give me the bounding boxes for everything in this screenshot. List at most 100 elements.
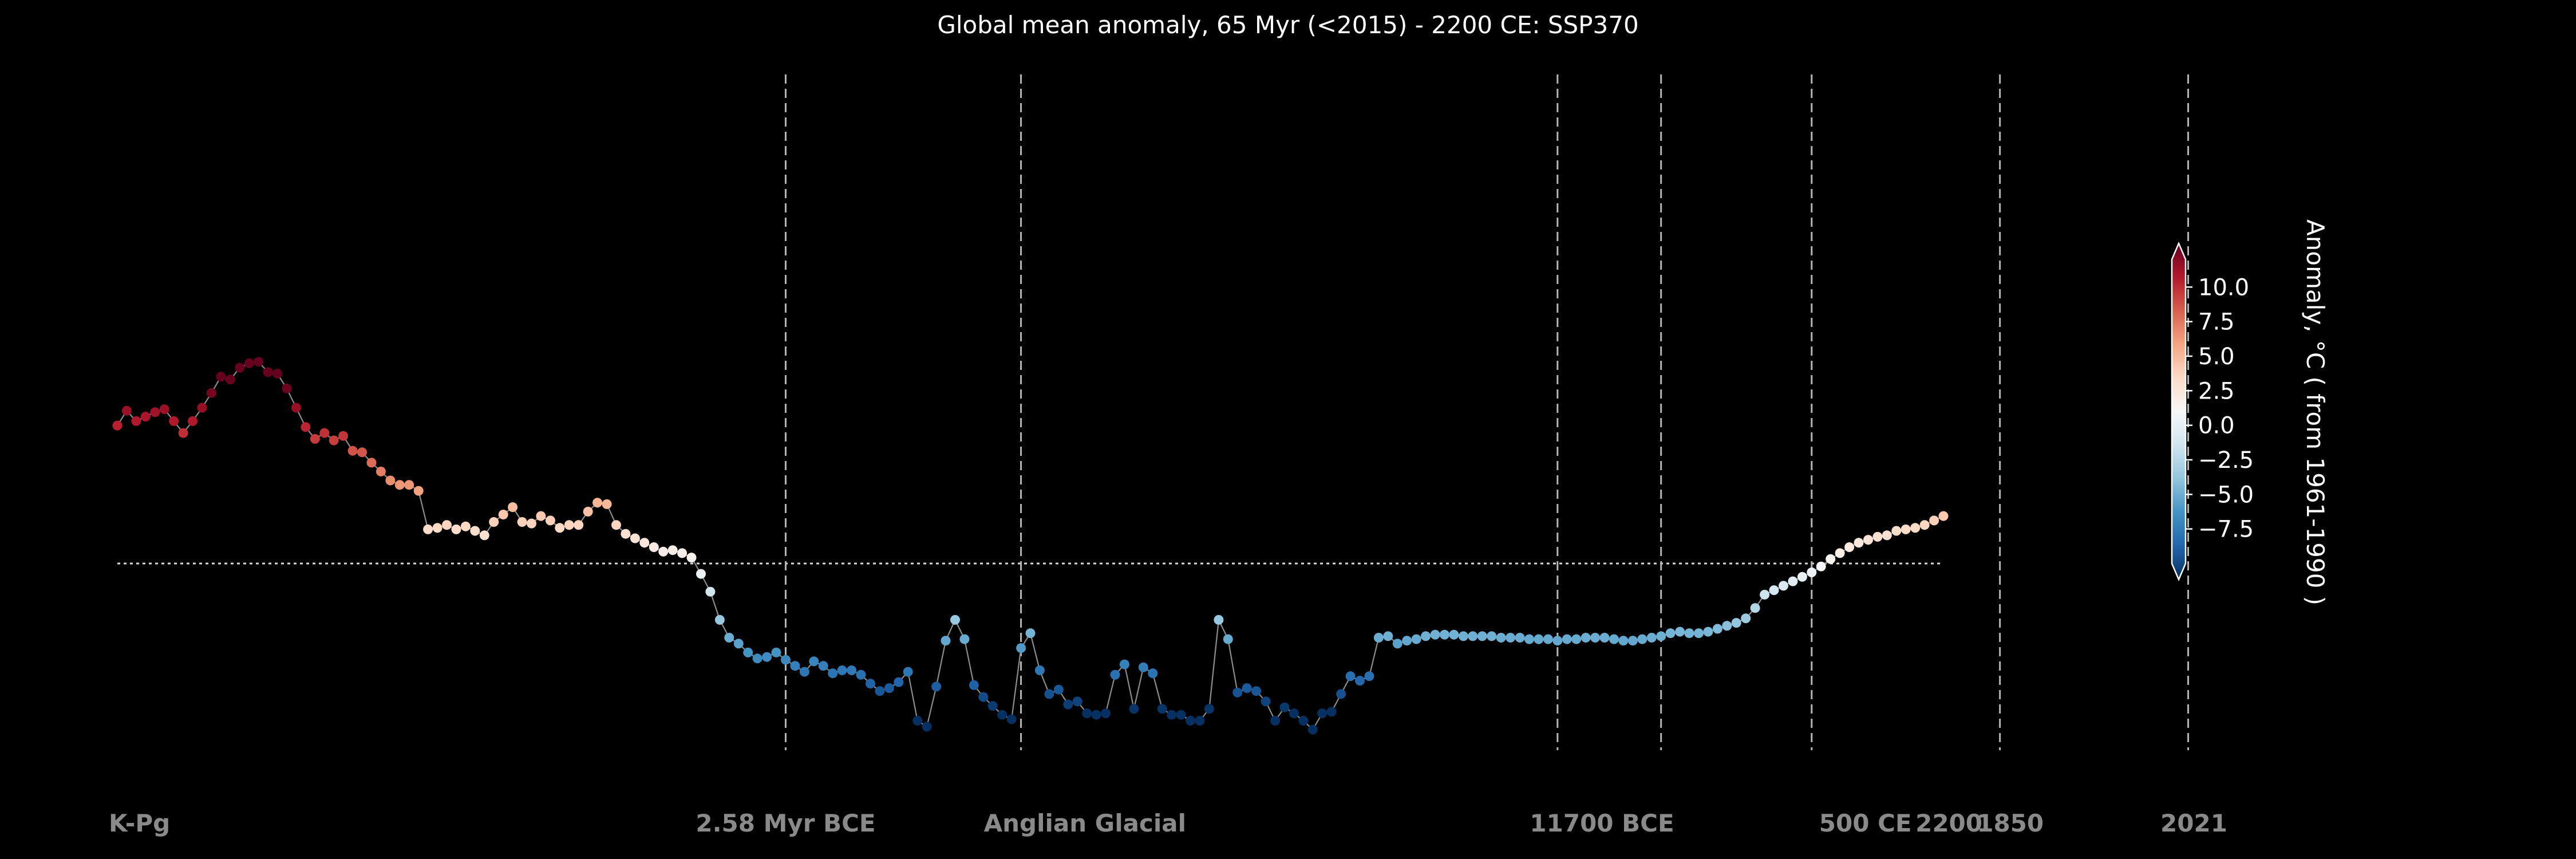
data-point	[1515, 633, 1525, 643]
data-point	[564, 520, 574, 530]
data-point	[1863, 535, 1873, 545]
data-point	[1675, 626, 1685, 637]
data-point	[112, 420, 123, 431]
data-point	[385, 475, 396, 486]
data-point	[1844, 542, 1855, 552]
data-point	[1487, 631, 1497, 641]
data-point	[1025, 628, 1036, 639]
data-point	[818, 661, 828, 671]
data-point	[1779, 581, 1788, 591]
data-point	[1101, 708, 1111, 719]
data-point	[1355, 676, 1365, 686]
data-point	[347, 446, 358, 456]
data-point	[1524, 634, 1534, 644]
chart-title: Global mean anomaly, 65 Myr (<2015) - 22…	[937, 11, 1638, 39]
period-boundary-lines	[784, 74, 2190, 750]
colorbar-tick-label: −5.0	[2198, 482, 2254, 508]
colorbar-tick-label: 0.0	[2198, 413, 2235, 439]
data-point	[527, 518, 536, 529]
data-point	[206, 388, 216, 398]
data-point	[178, 428, 188, 438]
data-point	[724, 633, 734, 643]
data-point	[696, 569, 706, 579]
data-point	[1938, 511, 1949, 521]
data-point	[1618, 636, 1629, 646]
data-point	[621, 529, 631, 539]
data-point	[319, 428, 330, 438]
data-point	[1458, 631, 1468, 641]
data-point	[1298, 716, 1309, 726]
data-point	[781, 655, 791, 665]
data-point	[470, 526, 480, 536]
data-point	[1006, 714, 1017, 724]
data-point	[1891, 526, 1902, 536]
data-point	[394, 480, 405, 490]
data-point	[884, 683, 894, 693]
data-point	[790, 661, 800, 671]
data-point	[272, 369, 282, 379]
data-point	[1345, 671, 1356, 681]
data-point	[667, 545, 678, 555]
data-point	[828, 668, 838, 679]
colorbar-tick-label: 7.5	[2198, 309, 2235, 336]
period-label: 2200	[1915, 809, 1982, 837]
data-point	[150, 407, 160, 417]
data-point	[931, 681, 942, 692]
data-point	[1609, 634, 1619, 644]
data-point	[1590, 633, 1601, 643]
data-point	[140, 412, 151, 422]
data-point	[1627, 636, 1638, 646]
data-point	[1157, 704, 1167, 714]
data-point	[1835, 548, 1845, 558]
data-point	[1750, 603, 1760, 613]
data-point	[1421, 631, 1431, 641]
colorbar-tick-label: 2.5	[2198, 378, 2235, 404]
data-point	[1440, 629, 1449, 640]
data-point	[1204, 704, 1214, 714]
data-point	[1373, 633, 1384, 643]
colorbar-tick-label: 5.0	[2198, 344, 2235, 370]
data-point	[602, 499, 612, 509]
data-point	[969, 680, 979, 690]
period-label: 2021	[2160, 809, 2227, 837]
data-point	[404, 480, 414, 490]
data-point	[1703, 626, 1713, 637]
data-point	[941, 636, 951, 646]
data-point	[912, 716, 923, 726]
data-point	[357, 447, 367, 458]
data-point	[771, 647, 781, 657]
data-point	[1392, 639, 1402, 649]
data-point	[254, 357, 264, 367]
data-point	[1807, 568, 1817, 577]
data-point	[1110, 669, 1120, 680]
data-point	[1119, 659, 1129, 669]
data-point	[1562, 634, 1572, 644]
data-point	[216, 372, 226, 382]
data-point	[1449, 629, 1459, 640]
data-point	[1091, 710, 1101, 720]
data-point	[630, 533, 640, 543]
data-point	[1731, 618, 1741, 628]
data-point	[479, 530, 489, 541]
period-label: K-Pg	[109, 809, 170, 837]
period-label: 11700 BCE	[1530, 809, 1674, 837]
data-point	[489, 517, 499, 527]
data-point	[1072, 696, 1082, 707]
data-point	[875, 686, 885, 696]
data-point	[517, 517, 527, 527]
data-point	[950, 614, 960, 625]
data-point	[1741, 613, 1751, 624]
data-point	[1543, 634, 1553, 644]
data-point	[1901, 524, 1911, 534]
data-point	[536, 511, 546, 521]
data-point	[922, 722, 932, 732]
data-point	[1477, 631, 1487, 641]
data-point	[1232, 687, 1243, 698]
data-point	[1129, 704, 1139, 714]
data-point	[1506, 633, 1516, 643]
period-label: 2.58 Myr BCE	[696, 809, 875, 837]
data-point	[1270, 716, 1280, 726]
data-point	[1646, 633, 1657, 643]
data-point	[291, 403, 301, 413]
data-point	[1279, 702, 1290, 712]
